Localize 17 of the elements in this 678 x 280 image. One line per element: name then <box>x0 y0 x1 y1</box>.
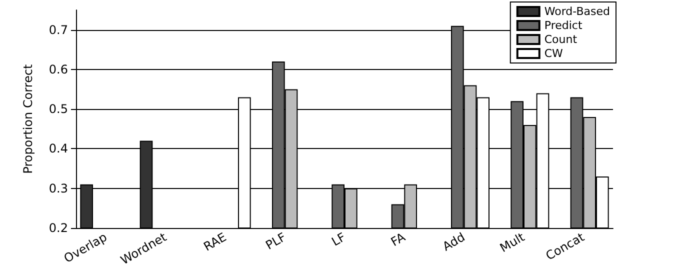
x-tick-label: RAE <box>201 230 229 254</box>
y-tick-label: 0.5 <box>48 102 68 116</box>
y-tick-label: 0.7 <box>48 22 68 37</box>
legend-label: CW <box>544 47 564 60</box>
y-tick-label: 0.2 <box>48 221 68 235</box>
x-tick-label: Add <box>440 230 468 254</box>
y-tick-label: 0.6 <box>48 62 68 76</box>
legend-label: Count <box>544 33 578 46</box>
x-tick-label: PLF <box>263 230 288 252</box>
y-tick-label: 0.3 <box>48 181 68 196</box>
x-tick-label: Mult <box>498 230 528 256</box>
x-tick-label: FA <box>388 230 408 250</box>
legend-label: Predict <box>544 19 583 32</box>
y-tick-label: 0.4 <box>48 142 68 156</box>
x-tick-label: LF <box>329 230 348 249</box>
y-axis-title: Proportion Correct <box>21 64 35 174</box>
legend-label: Word-Based <box>544 5 610 18</box>
